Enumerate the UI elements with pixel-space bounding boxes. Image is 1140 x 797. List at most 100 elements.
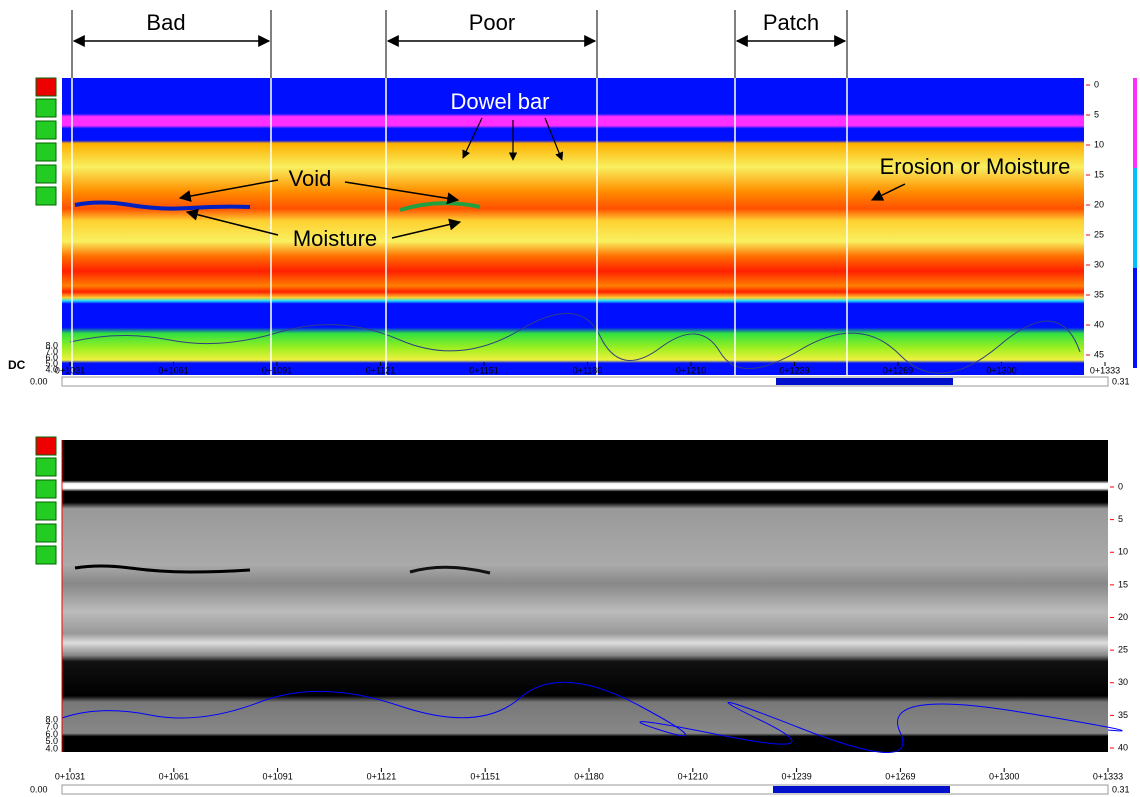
distance-label: 0+1121 <box>367 771 397 781</box>
dc-trace <box>69 312 1081 374</box>
grey-panel <box>61 440 1123 754</box>
tool-button[interactable] <box>35 457 57 477</box>
dc-scale-label: 4.0 <box>45 364 58 374</box>
arrow <box>344 181 460 205</box>
annotation: Dowel bar <box>450 89 549 114</box>
void-reflection <box>399 201 481 212</box>
distance-label: 0+1239 <box>781 771 811 781</box>
radargram <box>62 78 1084 375</box>
distance-label: 0+1300 <box>989 771 1019 781</box>
section-label: Poor <box>469 10 515 35</box>
dc-scale-label: 5.0 <box>45 358 58 368</box>
distance-label: 0+1180 <box>574 771 604 781</box>
depth-label: 35 <box>1118 710 1128 720</box>
section-label: Bad <box>146 10 185 35</box>
depth-label: 0 <box>1094 79 1099 89</box>
arrow <box>544 117 564 161</box>
distance-label: 0+1121 <box>366 365 396 375</box>
color-bar <box>1133 268 1137 368</box>
distance-label: 0+1269 <box>883 365 913 375</box>
depth-label: 10 <box>1118 547 1128 557</box>
depth-label: 20 <box>1094 199 1104 209</box>
void-reflection <box>74 564 251 574</box>
section-headers: Bad Poor Patch <box>71 10 848 78</box>
depth-label: 20 <box>1118 612 1128 622</box>
distance-label: 0+1210 <box>676 365 706 375</box>
arrow <box>870 183 906 201</box>
depth-label: 25 <box>1118 645 1128 655</box>
depth-label: 30 <box>1118 677 1128 687</box>
distance-label: 0+1269 <box>885 771 915 781</box>
radargram <box>62 440 1108 752</box>
color-panel <box>62 78 1137 375</box>
tool-button[interactable] <box>35 545 57 565</box>
depth-label: 5 <box>1094 109 1099 119</box>
scroll-min: 0.00 <box>30 784 48 794</box>
toolbar <box>35 77 57 206</box>
tool-button[interactable] <box>35 436 57 456</box>
dc-scale-label: 6.0 <box>45 729 58 739</box>
distance-label: 0+1061 <box>158 365 188 375</box>
dc-label: DC <box>8 358 26 372</box>
tool-button[interactable] <box>35 479 57 499</box>
arrow <box>462 117 483 159</box>
depth-label: 0 <box>1118 481 1123 491</box>
annotation: Erosion or Moisture <box>880 154 1071 179</box>
distance-label: 0+1091 <box>262 365 292 375</box>
depth-label: 45 <box>1094 349 1104 359</box>
color-bar <box>1133 78 1137 168</box>
distance-label: 0+1061 <box>159 771 189 781</box>
scroll-thumb[interactable] <box>773 786 950 793</box>
distance-label: 0+1333 <box>1093 771 1123 781</box>
annotation: Void <box>289 166 332 191</box>
annotation: Moisture <box>293 226 377 251</box>
distance-label: 0+1210 <box>678 771 708 781</box>
annotations: Dowel bar Void Moisture Erosion or Moist… <box>8 89 1070 372</box>
distance-label: 0+1091 <box>262 771 292 781</box>
depth-label: 5 <box>1118 514 1123 524</box>
distance-label: 0+1031 <box>55 771 85 781</box>
tool-button[interactable] <box>35 523 57 543</box>
depth-label: 15 <box>1118 579 1128 589</box>
scroll-min: 0.00 <box>30 376 48 386</box>
tool-button[interactable] <box>35 120 57 140</box>
scroll-max: 0.31 <box>1112 784 1130 794</box>
tool-button[interactable] <box>35 164 57 184</box>
scroll-max: 0.31 <box>1112 376 1130 386</box>
scrollbar[interactable] <box>61 784 1109 795</box>
depth-label: 35 <box>1094 289 1104 299</box>
void-reflection <box>409 565 491 575</box>
tool-button[interactable] <box>35 186 57 206</box>
distance-label: 0+1180 <box>573 365 603 375</box>
scrollbars <box>61 376 1109 795</box>
distance-label: 0+1151 <box>470 771 500 781</box>
depth-label: 30 <box>1094 259 1104 269</box>
distance-label: 0+1333 <box>1090 365 1120 375</box>
depth-label: 40 <box>1094 319 1104 329</box>
dc-scale-label: 7.0 <box>45 722 58 732</box>
scrollbar[interactable] <box>61 376 1109 387</box>
dc-scale-label: 6.0 <box>45 352 58 362</box>
tool-button[interactable] <box>35 501 57 521</box>
dc-scale-label: 7.0 <box>45 346 58 356</box>
tool-button[interactable] <box>35 77 57 97</box>
section-label: Patch <box>763 10 819 35</box>
depth-label: 40 <box>1118 742 1128 752</box>
toolbar <box>35 436 57 565</box>
depth-label: 25 <box>1094 229 1104 239</box>
dc-trace <box>61 681 1123 754</box>
dc-scale-label: 5.0 <box>45 736 58 746</box>
depth-label: 10 <box>1094 139 1104 149</box>
distance-label: 0+1300 <box>986 365 1016 375</box>
scroll-thumb[interactable] <box>776 378 953 385</box>
distance-label: 0+1239 <box>779 365 809 375</box>
tool-button[interactable] <box>35 142 57 162</box>
tool-button[interactable] <box>35 98 57 118</box>
distance-label: 0+1031 <box>55 365 85 375</box>
dc-scale-label: 4.0 <box>45 743 58 753</box>
void-reflection <box>74 200 251 211</box>
arrow <box>391 218 462 239</box>
depth-label: 15 <box>1094 169 1104 179</box>
arrow <box>178 179 279 202</box>
